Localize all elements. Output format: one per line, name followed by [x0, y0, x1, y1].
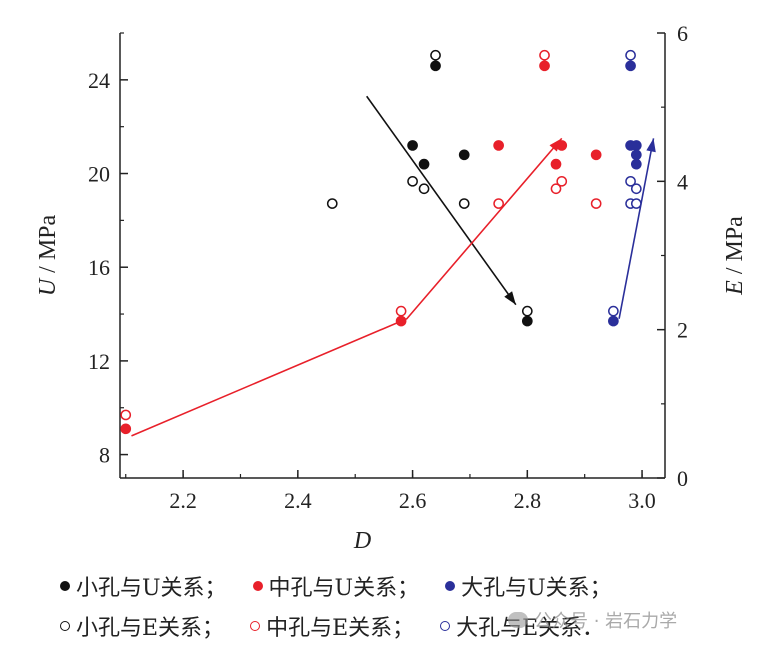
legend-marker-filled-blue: [445, 581, 456, 591]
legend-marker-open-blue: [440, 621, 451, 631]
y-left-tick-label: 24: [88, 68, 110, 93]
legend-marker-filled-red: [252, 581, 263, 591]
data-point-red-open: [550, 183, 562, 195]
data-point-black-open: [430, 49, 441, 61]
y-left-axis-title: U / MPa: [35, 214, 61, 296]
data-point-blue-open: [625, 49, 636, 61]
data-point-blue-filled: [630, 158, 642, 170]
data-point-red-open: [493, 198, 504, 209]
legend-item-large-u: 大孔与U关系；: [445, 570, 612, 602]
legend-marker-open-red: [250, 621, 261, 631]
legend-item-mid-u: 中孔与U关系；: [252, 570, 420, 602]
data-point-blue-open: [630, 183, 642, 195]
data-point-red-filled: [550, 158, 562, 170]
legend-item-mid-e: 中孔与E关系；: [250, 610, 414, 642]
x-tick-label: 2.8: [514, 488, 542, 513]
trend-line-blue: [618, 138, 655, 319]
y-left-tick-label: 20: [88, 162, 110, 187]
y-right-axis-title: E / MPa: [722, 216, 748, 296]
legend: 小孔与U关系； 中孔与U关系； 大孔与U关系； 小孔与E关系； 中孔与E关系； …: [60, 566, 760, 646]
legend-label: 小孔与U关系；: [76, 576, 227, 601]
trend-arrowhead-blue: [646, 138, 656, 153]
legend-item-large-e: 大孔与E关系．: [440, 610, 604, 642]
legend-row-e: 小孔与E关系； 中孔与E关系； 大孔与E关系．: [60, 606, 760, 646]
data-point-black-open: [418, 183, 430, 195]
y-right-tick-label: 0: [677, 466, 688, 491]
data-point-black-filled: [430, 60, 441, 72]
x-tick-label: 2.4: [284, 488, 312, 513]
data-point-blue-filled: [630, 149, 642, 161]
data-point-blue-open: [630, 198, 642, 209]
data-point-black-filled: [407, 140, 418, 151]
data-point-black-open: [407, 175, 418, 187]
x-tick-label: 2.6: [399, 488, 427, 513]
y-right-tick-label: 4: [677, 169, 688, 194]
data-point-blue-open: [625, 175, 636, 187]
legend-label: 中孔与E关系；: [266, 616, 415, 641]
data-point-red-filled: [120, 423, 132, 435]
data-point-blue-open: [608, 305, 619, 317]
legend-marker-open-black: [60, 621, 70, 631]
legend-label: 大孔与U关系；: [461, 576, 612, 601]
data-point-red-open: [590, 198, 602, 209]
y-left-tick-label: 12: [88, 349, 110, 374]
data-point-black-open: [326, 198, 338, 209]
y-left-tick-label: 8: [99, 443, 110, 468]
x-tick-label: 3.0: [628, 488, 656, 513]
y-left-tick-label: 16: [88, 255, 110, 280]
data-point-red-filled: [590, 149, 602, 161]
watermark: 公众号 · 岩石力学: [508, 607, 677, 633]
data-point-black-filled: [418, 158, 430, 170]
data-point-red-filled: [556, 140, 568, 151]
legend-label: 大孔与E关系．: [456, 616, 605, 641]
data-point-black-open: [521, 305, 533, 317]
legend-row-u: 小孔与U关系； 中孔与U关系； 大孔与U关系；: [60, 566, 760, 606]
data-point-red-open: [395, 305, 407, 317]
trend-line-black: [366, 95, 517, 306]
legend-item-small-u: 小孔与U关系；: [60, 570, 227, 602]
watermark-text: 公众号 · 岩石力学: [534, 611, 678, 632]
data-point-blue-filled: [625, 60, 636, 72]
y-right-tick-label: 6: [677, 21, 688, 46]
data-point-black-open: [458, 198, 470, 209]
data-point-blue-filled: [630, 140, 642, 151]
points-group: [120, 49, 642, 435]
data-point-red-open: [556, 175, 568, 187]
trend-lines-group: [131, 95, 656, 437]
legend-label: 小孔与E关系；: [76, 616, 225, 641]
data-point-black-filled: [458, 149, 470, 161]
data-point-red-filled: [493, 140, 504, 151]
data-point-red-open: [120, 409, 132, 421]
axes-group: [119, 32, 666, 479]
data-point-black-filled: [521, 315, 533, 327]
data-point-blue-filled: [608, 315, 619, 327]
data-point-red-filled: [539, 60, 550, 72]
wechat-icon: [508, 612, 528, 628]
data-point-red-filled: [395, 315, 407, 327]
x-axis-title: D: [353, 528, 371, 554]
legend-label: 中孔与U关系；: [268, 576, 420, 601]
legend-marker-filled-black: [60, 581, 70, 591]
trend-arrowhead-black: [504, 291, 516, 305]
legend-item-small-e: 小孔与E关系；: [60, 610, 224, 642]
x-tick-label: 2.2: [169, 488, 197, 513]
trend-line-red: [131, 137, 563, 437]
data-point-red-open: [539, 49, 550, 61]
y-right-tick-label: 2: [677, 318, 688, 343]
